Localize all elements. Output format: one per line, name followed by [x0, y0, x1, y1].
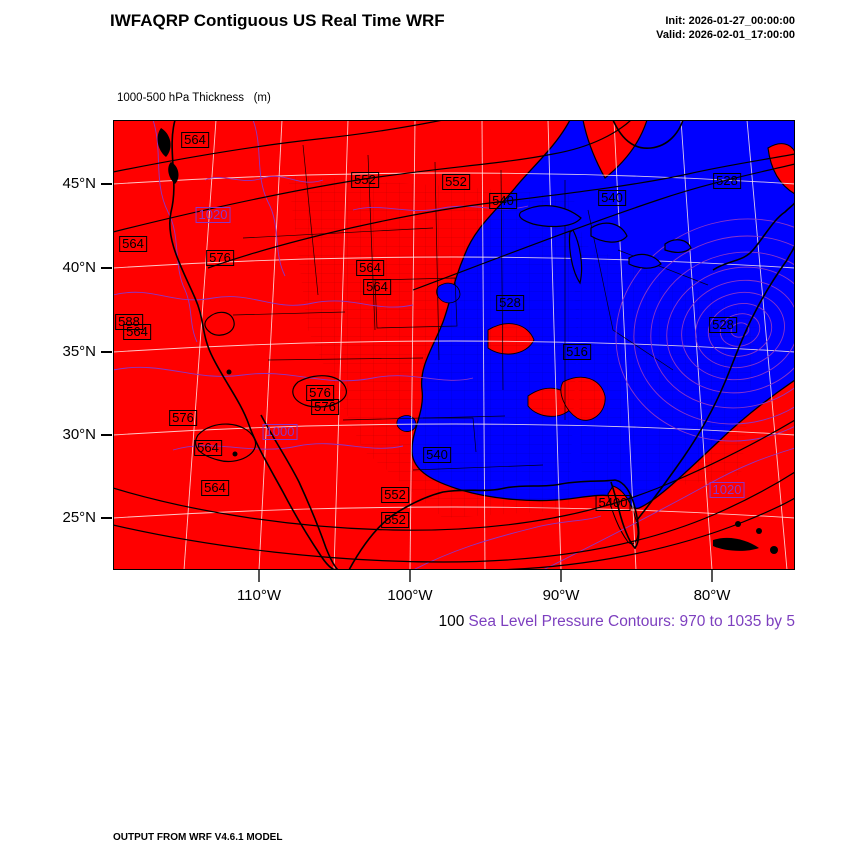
- lat-label-45°N: 45°N: [62, 175, 96, 192]
- lat-tick-25°N: [101, 517, 112, 519]
- state-boundaries: [232, 144, 709, 471]
- init-time: Init: 2026-01-27_00:00:00: [665, 15, 795, 27]
- lon-label-110°W: 110°W: [236, 587, 282, 604]
- lat-label-25°N: 25°N: [62, 509, 96, 526]
- slp-contours: [113, 120, 795, 570]
- lake-erie: [628, 253, 662, 269]
- great-lakes: [518, 205, 692, 285]
- model-footer: OUTPUT FROM WRF V4.6.1 MODEL WE = 580 ; …: [113, 805, 521, 850]
- lat-tick-35°N: [101, 351, 112, 353]
- map-canvas: [113, 120, 795, 570]
- islands-and-inlets: [157, 128, 778, 554]
- footer-model-line: OUTPUT FROM WRF V4.6.1 MODEL: [113, 832, 283, 843]
- lat-tick-45°N: [101, 183, 112, 185]
- valid-time: Valid: 2026-02-01_17:00:00: [656, 29, 795, 41]
- page-title: IWFAQRP Contiguous US Real Time WRF: [110, 11, 445, 30]
- coastlines: [169, 120, 795, 570]
- lon-tick-80°W: [711, 570, 713, 582]
- weather-map: 564 552 552 540 540 528 1020 564 576 564 564 528 528…: [113, 120, 795, 570]
- warm-patch-east: [767, 143, 795, 195]
- lat-label-35°N: 35°N: [62, 343, 96, 360]
- slp-caption-text: Sea Level Pressure Contours: 970 to 1035…: [468, 613, 795, 630]
- lat-label-30°N: 30°N: [62, 426, 96, 443]
- warm-florida: [607, 485, 639, 545]
- lake-ontario: [664, 239, 692, 253]
- lat-label-40°N: 40°N: [62, 259, 96, 276]
- lake-superior: [518, 205, 582, 228]
- lake-huron: [590, 222, 628, 243]
- lat-tick-30°N: [101, 434, 112, 436]
- lon-tick-100°W: [409, 570, 411, 582]
- slp-caption: 100 Sea Level Pressure Contours: 970 to 1…: [439, 613, 795, 631]
- lat-tick-40°N: [101, 267, 112, 269]
- slp-caption-prefix: 100: [438, 613, 465, 630]
- lon-label-100°W: 100°W: [387, 587, 433, 604]
- run-times: Init: 2026-01-27_00:00:00 Valid: 2026-02…: [545, 14, 795, 42]
- lon-tick-110°W: [258, 570, 260, 582]
- lon-label-80°W: 80°W: [693, 587, 731, 604]
- thickness-contours: [113, 120, 795, 570]
- lon-tick-90°W: [560, 570, 562, 582]
- lon-label-90°W: 90°W: [542, 587, 580, 604]
- legend-line-thickness-1: 1000-500 hPa Thickness (m): [117, 92, 271, 104]
- lake-michigan: [568, 229, 583, 285]
- cuba: [713, 537, 759, 551]
